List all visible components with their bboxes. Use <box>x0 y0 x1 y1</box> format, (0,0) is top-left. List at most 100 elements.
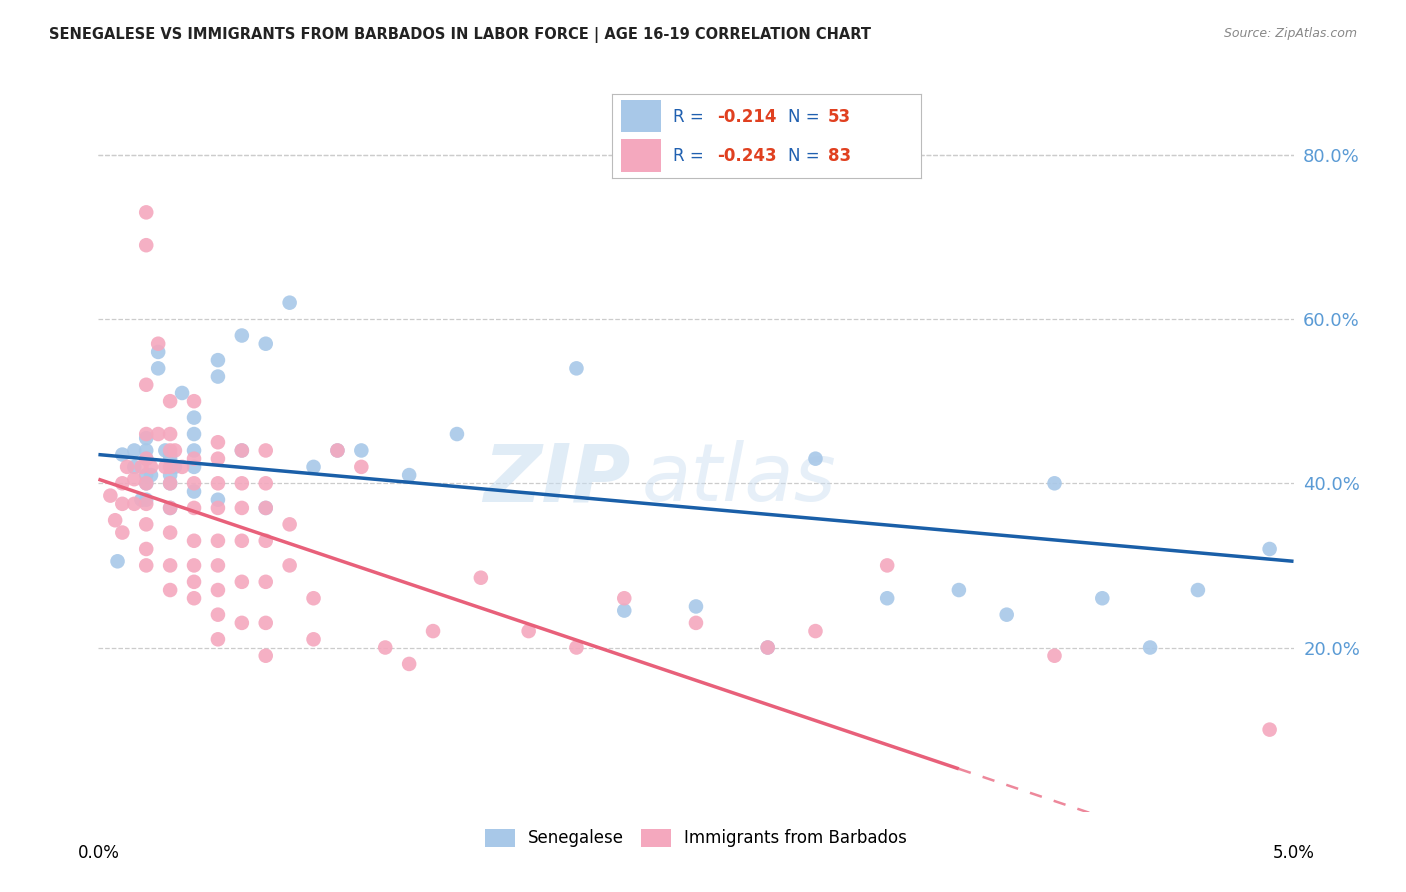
Point <box>183 476 205 491</box>
Point <box>172 386 194 401</box>
Point <box>398 657 420 671</box>
Point <box>131 492 153 507</box>
Point <box>1043 476 1066 491</box>
Point <box>613 603 636 617</box>
Point <box>135 431 157 445</box>
FancyBboxPatch shape <box>621 100 661 132</box>
Point <box>1258 723 1281 737</box>
Point <box>302 632 325 647</box>
Point <box>183 533 205 548</box>
Point <box>565 640 588 655</box>
Point <box>1043 648 1066 663</box>
Point <box>685 599 707 614</box>
Point <box>326 443 349 458</box>
Point <box>111 497 134 511</box>
Point <box>107 554 129 568</box>
Point <box>254 443 277 458</box>
Point <box>207 558 229 573</box>
Point <box>207 369 229 384</box>
Point <box>207 607 229 622</box>
Point <box>139 459 162 474</box>
Point <box>163 443 186 458</box>
Point <box>278 558 301 573</box>
Point <box>159 427 181 442</box>
Point <box>159 443 181 458</box>
Point <box>135 238 157 252</box>
Point <box>148 336 170 351</box>
Point <box>159 500 181 515</box>
Text: Source: ZipAtlas.com: Source: ZipAtlas.com <box>1223 27 1357 40</box>
Point <box>326 443 349 458</box>
Text: 53: 53 <box>828 108 851 126</box>
Point <box>163 459 186 474</box>
Point <box>183 591 205 606</box>
Point <box>135 451 157 466</box>
Point <box>183 427 205 442</box>
Point <box>254 615 277 630</box>
Point <box>124 459 146 474</box>
Point <box>135 492 157 507</box>
Point <box>135 476 157 491</box>
Point <box>876 591 898 606</box>
Text: 0.0%: 0.0% <box>77 844 120 863</box>
Point <box>183 500 205 515</box>
Point <box>948 582 970 597</box>
Point <box>470 571 492 585</box>
Point <box>104 513 127 527</box>
Point <box>804 624 827 639</box>
Point <box>172 459 194 474</box>
Point <box>254 336 277 351</box>
Point <box>231 615 253 630</box>
Point <box>350 443 373 458</box>
Point <box>1187 582 1209 597</box>
Point <box>135 451 157 466</box>
Point <box>207 632 229 647</box>
Text: N =: N = <box>787 108 825 126</box>
Point <box>254 648 277 663</box>
Point <box>148 361 170 376</box>
Point <box>207 353 229 368</box>
Point <box>254 533 277 548</box>
Point <box>115 459 138 474</box>
Point <box>422 624 444 639</box>
Point <box>302 591 325 606</box>
Point <box>135 443 157 458</box>
Point <box>159 459 181 474</box>
Point <box>207 500 229 515</box>
Point <box>876 558 898 573</box>
Point <box>207 451 229 466</box>
Point <box>278 517 301 532</box>
Text: N =: N = <box>787 146 825 164</box>
Point <box>135 205 157 219</box>
Point <box>207 476 229 491</box>
Point <box>183 443 205 458</box>
Point <box>183 484 205 499</box>
Text: ZIP: ZIP <box>482 441 630 518</box>
Point <box>183 574 205 589</box>
Point <box>155 443 177 458</box>
Point <box>135 427 157 442</box>
Point <box>278 295 301 310</box>
Point <box>231 328 253 343</box>
Point <box>1139 640 1161 655</box>
Point <box>159 476 181 491</box>
Point <box>207 582 229 597</box>
Point <box>254 500 277 515</box>
Point <box>124 472 146 486</box>
Point <box>135 541 157 556</box>
Point <box>183 394 205 409</box>
Text: -0.214: -0.214 <box>717 108 776 126</box>
Point <box>613 591 636 606</box>
Point <box>231 533 253 548</box>
Point <box>231 443 253 458</box>
Point <box>135 476 157 491</box>
Point <box>159 394 181 409</box>
Point <box>124 443 146 458</box>
Point <box>254 500 277 515</box>
Point <box>159 448 181 462</box>
Point <box>231 500 253 515</box>
Point <box>1258 541 1281 556</box>
Point <box>139 468 162 483</box>
Point <box>135 497 157 511</box>
Point <box>124 497 146 511</box>
